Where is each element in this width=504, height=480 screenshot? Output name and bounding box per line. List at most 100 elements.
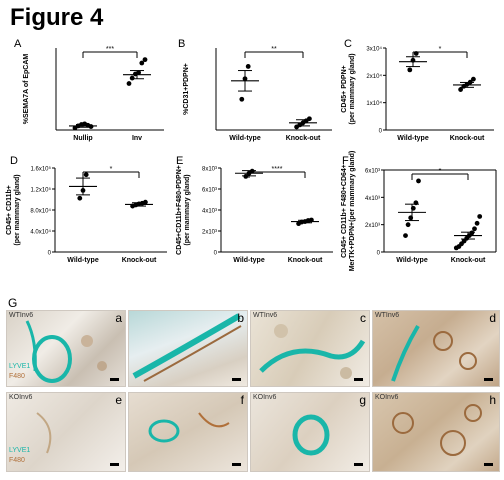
data-point bbox=[77, 195, 83, 201]
data-point bbox=[471, 76, 476, 82]
micrograph-letter-b: b bbox=[237, 311, 244, 325]
data-point bbox=[405, 222, 411, 228]
y-tick-label: 4x10³ bbox=[202, 209, 217, 215]
data-point bbox=[458, 87, 463, 92]
y-tick-label: 0 bbox=[377, 251, 381, 257]
scale-bar bbox=[484, 378, 493, 381]
micrograph-f: f bbox=[128, 392, 248, 472]
panel-label-c: C bbox=[344, 38, 352, 50]
chart-e: 0 2x10³ 4x10³ 6x10³ 8x10³ Wild-type Knock-out C… bbox=[176, 165, 333, 264]
data-point bbox=[472, 226, 477, 232]
x-tick-label: Wild-type bbox=[233, 257, 265, 264]
panel-label-b: B bbox=[178, 38, 186, 50]
x-tick-label: Inv bbox=[132, 135, 142, 142]
data-point bbox=[403, 233, 408, 238]
x-tick-label: Knock-out bbox=[451, 257, 486, 264]
panel-label-f: F bbox=[342, 155, 349, 167]
legend-lyve1: LYVE1 bbox=[9, 363, 31, 370]
x-tick-label: Knock-out bbox=[286, 135, 321, 142]
y-tick-label: 8.0x10⁴ bbox=[30, 208, 51, 215]
micrograph-a: WTInv6 a LYVE1 F480 bbox=[6, 310, 126, 387]
significance-label: ** bbox=[271, 46, 277, 53]
micrograph-letter-a: a bbox=[115, 311, 122, 325]
data-point bbox=[126, 81, 132, 86]
scale-bar bbox=[232, 463, 241, 466]
panel-label-e: E bbox=[176, 155, 184, 167]
data-point bbox=[239, 96, 245, 102]
micrograph-g: KOInv6 g bbox=[250, 392, 370, 472]
data-point bbox=[142, 57, 148, 63]
figure-title: Figure 4 bbox=[10, 4, 104, 31]
data-point bbox=[307, 116, 312, 122]
y-axis-label: CD45+ CD11b+ F480+CD64+MerTK+PDPN+(per m… bbox=[341, 151, 356, 272]
micrograph-h: KOInv6 h bbox=[372, 392, 500, 472]
y-tick-label: 2x10³ bbox=[202, 230, 217, 236]
significance-label: * bbox=[439, 46, 442, 53]
data-point bbox=[83, 172, 89, 178]
x-tick-label: Wild-type bbox=[229, 135, 261, 142]
y-tick-label: 1x10⁴ bbox=[366, 100, 382, 107]
y-tick-label: 4x10³ bbox=[365, 196, 380, 202]
y-tick-label: 1.6x10⁵ bbox=[30, 166, 51, 173]
y-tick-label: 2x10³ bbox=[365, 223, 380, 229]
data-point bbox=[407, 67, 413, 73]
y-tick-label: 0 bbox=[379, 129, 383, 135]
legend-f480: F480 bbox=[9, 457, 25, 464]
data-point bbox=[469, 230, 475, 236]
micrograph-row1-label: WTInv6 bbox=[375, 312, 400, 319]
micrograph-d: WTInv6 d bbox=[372, 310, 500, 387]
y-axis-label: CD45+CD11b+F480-PDPN+(per mammary gland) bbox=[176, 165, 191, 255]
significance-label: * bbox=[110, 166, 113, 173]
data-point bbox=[477, 214, 483, 219]
y-axis-label: %CD31+PDPN+ bbox=[183, 63, 190, 115]
scale-bar bbox=[110, 378, 119, 381]
panel-label-g: G bbox=[8, 296, 18, 310]
micrograph-letter-e: e bbox=[115, 393, 122, 407]
scale-bar bbox=[354, 378, 363, 381]
data-point bbox=[129, 75, 135, 81]
x-tick-label: Knock-out bbox=[450, 135, 485, 142]
y-tick-label: 1.2x10⁵ bbox=[30, 187, 51, 194]
data-point bbox=[416, 178, 421, 184]
micrograph-row1-label: WTInv6 bbox=[253, 312, 278, 319]
significance-label: **** bbox=[272, 166, 283, 173]
y-tick-label: 8x10³ bbox=[202, 167, 217, 173]
chart-a: Nullip Inv %SEMA7A of EpCAM *** bbox=[23, 46, 164, 142]
legend-f480: F480 bbox=[9, 373, 25, 380]
panel-label-a: A bbox=[14, 38, 22, 50]
micrograph-b: b bbox=[128, 310, 248, 387]
micrograph-row2-label: KOInv6 bbox=[375, 394, 399, 401]
scale-bar bbox=[232, 378, 241, 381]
panel-label-d: D bbox=[10, 155, 18, 167]
y-axis-label: CD45+ CD11b+(per mammary gland) bbox=[6, 174, 21, 245]
y-axis-label: %SEMA7A of EpCAM bbox=[23, 54, 30, 125]
data-point bbox=[245, 64, 251, 69]
chart-d: 0 4.0x10⁴ 8.0x10⁴ 1.2x10⁵ 1.6x10⁵ Wild-type Kn… bbox=[6, 166, 167, 264]
data-point bbox=[143, 199, 148, 205]
x-tick-label: Knock-out bbox=[122, 257, 157, 264]
micrograph-letter-h: h bbox=[489, 393, 496, 407]
x-tick-label: Wild-type bbox=[67, 257, 99, 264]
micrograph-letter-g: g bbox=[359, 393, 366, 407]
y-tick-label: 6x10³ bbox=[365, 169, 380, 175]
data-point bbox=[474, 220, 480, 226]
chart-b: Wild-type Knock-out %CD31+PDPN+ ** bbox=[183, 46, 332, 142]
legend-lyve1: LYVE1 bbox=[9, 447, 31, 454]
x-tick-label: Nullip bbox=[73, 135, 92, 142]
data-point bbox=[243, 174, 249, 179]
data-point bbox=[139, 60, 145, 66]
x-tick-label: Knock-out bbox=[288, 257, 323, 264]
micrograph-row1-label: WTInv6 bbox=[9, 312, 34, 319]
significance-label: * bbox=[439, 168, 442, 175]
significance-label: *** bbox=[106, 46, 114, 53]
micrograph-e: KOInv6 e LYVE1 F480 bbox=[6, 392, 126, 472]
y-tick-label: 3x10⁴ bbox=[366, 46, 382, 53]
micrograph-letter-f: f bbox=[240, 393, 244, 407]
y-tick-label: 0 bbox=[48, 251, 52, 257]
y-tick-label: 4.0x10⁴ bbox=[30, 229, 51, 236]
chart-c: 0 1x10⁴ 2x10⁴ 3x10⁴ Wild-type Knock-out CD45+ … bbox=[341, 46, 494, 142]
micrograph-row2-label: KOInv6 bbox=[9, 394, 33, 401]
chart-f: 0 2x10³ 4x10³ 6x10³ Wild-type Knock-out CD45+ … bbox=[341, 151, 497, 271]
micrograph-row2-label: KOInv6 bbox=[253, 394, 277, 401]
y-tick-label: 6x10³ bbox=[202, 188, 217, 194]
